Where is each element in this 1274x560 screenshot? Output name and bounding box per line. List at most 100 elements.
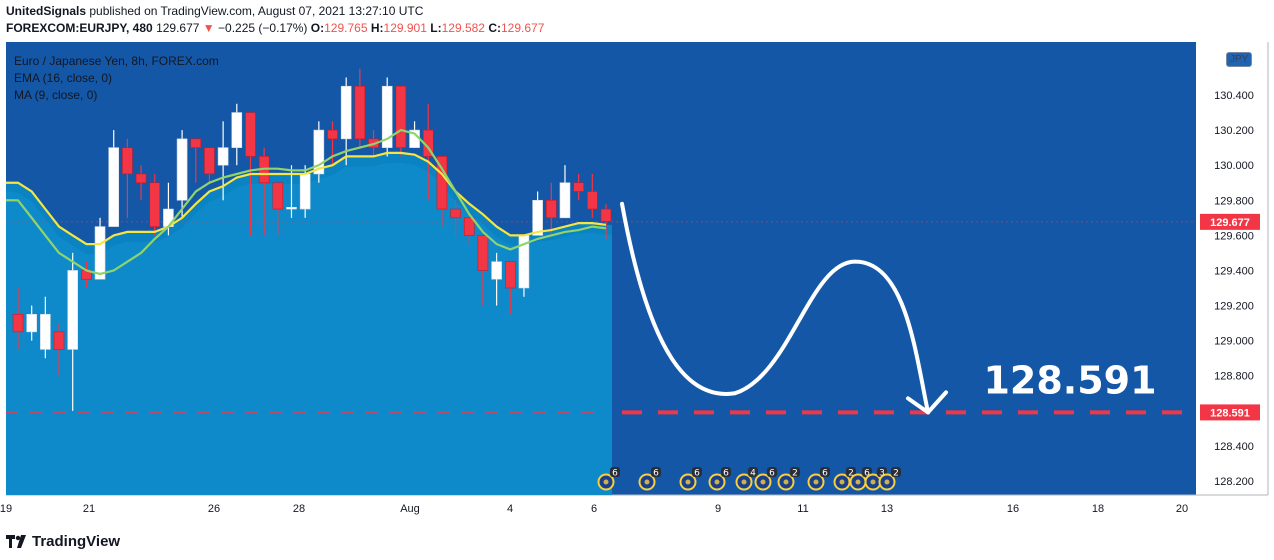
candle-body — [327, 129, 338, 140]
tradingview-footer: TradingView — [6, 533, 120, 550]
price-change: −0.225 (−0.17%) — [218, 21, 308, 35]
candle-body — [149, 182, 161, 227]
candle-body — [381, 85, 393, 148]
candle-body — [67, 270, 78, 350]
candle-up — [532, 191, 543, 236]
economic-event-icon: 4 — [735, 467, 758, 491]
candle-body — [286, 206, 297, 210]
event-count: 6 — [653, 469, 659, 479]
candle-down — [546, 182, 557, 236]
x-tick-label: 6 — [591, 503, 597, 515]
economic-event-icon: 6 — [638, 467, 661, 491]
last-price: 129.677 — [156, 21, 200, 35]
high-label: H: — [370, 21, 384, 35]
candle-up — [491, 252, 502, 306]
candle-body — [395, 85, 407, 148]
legend-ma[interactable]: MA (9, close, 0) — [14, 88, 98, 102]
candle-body — [340, 85, 352, 140]
candle-down — [122, 138, 133, 218]
low-label: L: — [430, 21, 442, 35]
event-stars-icon — [839, 479, 845, 485]
candle-body — [299, 173, 311, 210]
candle-body — [573, 182, 584, 192]
event-stars-icon — [855, 479, 861, 485]
event-badge — [891, 467, 901, 477]
event-badge — [721, 467, 731, 477]
event-stars-icon — [714, 479, 720, 485]
x-tick-label: 20 — [1176, 503, 1188, 515]
event-stars-icon — [783, 479, 789, 485]
currency-badge[interactable]: JPY — [1226, 52, 1253, 67]
economic-event-icon: 6 — [597, 467, 620, 491]
last-price-tag-bg — [1200, 213, 1260, 230]
candle-down — [354, 68, 366, 148]
x-tick-label: 19 — [0, 503, 12, 515]
candle-body — [204, 147, 215, 175]
candle-down — [463, 217, 475, 245]
event-count: 6 — [612, 469, 618, 479]
candle-body — [477, 235, 489, 271]
target-price-tag-text: 128.591 — [1210, 407, 1250, 419]
candle-body — [313, 129, 325, 175]
candle-down — [53, 323, 65, 376]
candle-up — [381, 77, 393, 157]
close-label: C: — [488, 21, 501, 35]
publish-info: published on TradingView.com, August 07,… — [89, 4, 424, 18]
candle-down — [477, 235, 489, 306]
symbol-label: FOREXCOM:EURJPY, 480 — [6, 21, 153, 35]
candle-body — [231, 112, 243, 148]
x-tick-label: 21 — [83, 503, 95, 515]
candle-up — [313, 121, 325, 183]
projection-curve — [620, 201, 930, 415]
candle-body — [587, 191, 598, 210]
author-name[interactable]: UnitedSignals — [6, 4, 87, 18]
candle-down — [587, 173, 598, 218]
event-stars-icon — [813, 479, 819, 485]
candle-body — [122, 147, 133, 175]
candle-up — [176, 130, 188, 218]
y-tick-label: 129.000 — [1214, 336, 1254, 348]
y-tick-label: 130.000 — [1214, 160, 1254, 172]
event-badge — [767, 467, 777, 477]
legend-ema[interactable]: EMA (16, close, 0) — [14, 71, 113, 85]
x-tick-label: 11 — [797, 503, 808, 515]
event-count: 6 — [769, 469, 775, 479]
candle-up — [108, 130, 120, 227]
event-stars-icon — [870, 479, 876, 485]
ma-line — [5, 128, 607, 276]
x-tick-label: 16 — [1007, 503, 1019, 515]
candle-down — [573, 173, 584, 201]
legend-title: Euro / Japanese Yen, 8h, FOREX.com — [14, 54, 219, 68]
y-tick-label: 128.800 — [1214, 371, 1254, 383]
economic-event-icon: 2 — [833, 467, 856, 491]
candle-body — [491, 261, 502, 280]
candle-body — [436, 156, 448, 210]
candle-body — [108, 147, 120, 227]
candle-body — [53, 331, 65, 350]
candle-down — [600, 203, 612, 239]
candle-body — [12, 314, 24, 333]
ohlc-line: FOREXCOM:EURJPY, 480 129.677 ▼ −0.225 (−… — [6, 21, 544, 35]
event-count: 6 — [694, 469, 700, 479]
event-stars-icon — [884, 479, 890, 485]
x-tick-label: Aug — [400, 503, 420, 515]
y-tick-label: 130.200 — [1214, 125, 1254, 137]
candle-body — [450, 208, 461, 219]
candle-up — [559, 165, 571, 219]
event-count: 3 — [879, 469, 885, 479]
last-price-tag-text: 129.677 — [1210, 217, 1250, 229]
candle-body — [217, 147, 229, 166]
low-value: 129.582 — [441, 21, 485, 35]
economic-event-icon: 6 — [754, 467, 777, 491]
projection-arrow-icon — [906, 390, 948, 415]
price-chart[interactable]: 128.591666646262632128.200128.400128.600… — [0, 40, 1274, 524]
event-count: 6 — [822, 469, 828, 479]
event-stars-icon — [685, 479, 691, 485]
x-tick-label: 26 — [208, 503, 220, 515]
ema-line — [5, 151, 607, 246]
candle-body — [245, 112, 256, 157]
y-tick-label: 129.600 — [1214, 230, 1254, 242]
event-badge — [692, 467, 702, 477]
event-badge — [748, 467, 758, 477]
candle-up — [67, 252, 78, 411]
